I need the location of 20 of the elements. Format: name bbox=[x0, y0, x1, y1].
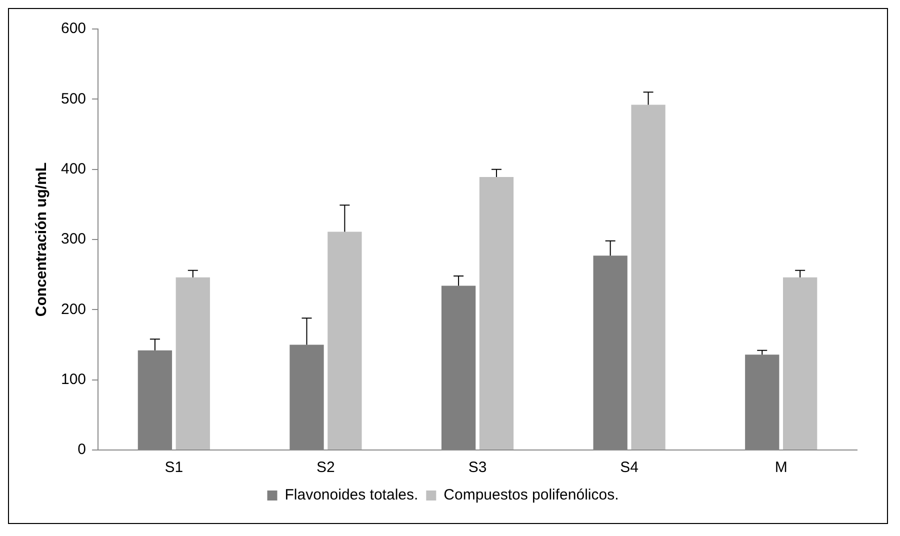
y-tick-label: 0 bbox=[78, 441, 86, 458]
y-tick-label: 600 bbox=[60, 20, 86, 38]
legend-label: Compuestos polifenólicos. bbox=[444, 486, 619, 504]
y-tick-label: 100 bbox=[60, 370, 86, 388]
y-tick-label: 500 bbox=[60, 90, 86, 108]
y-tick-label: 400 bbox=[60, 160, 86, 178]
bar bbox=[631, 104, 666, 450]
x-tick-label: M bbox=[774, 459, 788, 476]
legend-label: Flavonoides totales. bbox=[284, 486, 418, 504]
bar bbox=[328, 232, 362, 450]
bar bbox=[479, 177, 514, 450]
x-tick-label: S4 bbox=[620, 459, 638, 476]
y-tick-label: 300 bbox=[60, 230, 86, 248]
y-tick-label: 200 bbox=[60, 300, 86, 318]
bar bbox=[783, 277, 818, 450]
x-tick-label: S2 bbox=[316, 459, 335, 476]
y-axis-title: Concentración ug/mL bbox=[33, 162, 50, 317]
x-tick-label: S3 bbox=[468, 459, 487, 476]
bar bbox=[176, 277, 210, 450]
x-tick-label: S1 bbox=[164, 459, 184, 476]
